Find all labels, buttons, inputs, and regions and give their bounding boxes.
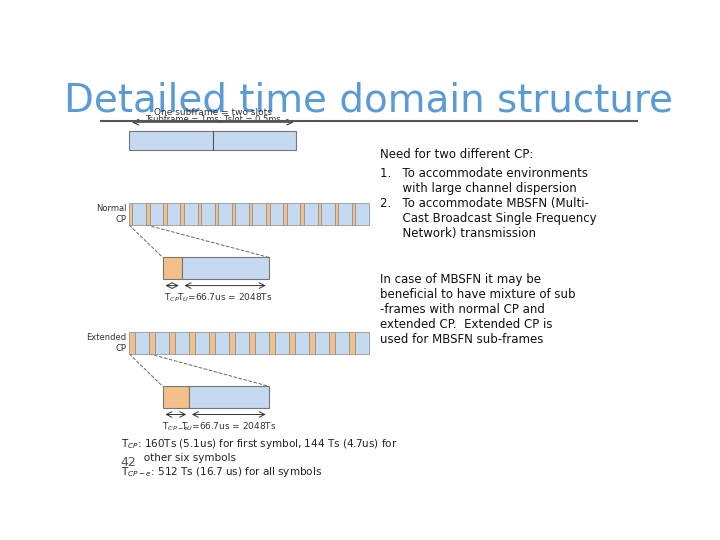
FancyBboxPatch shape xyxy=(309,332,315,354)
Text: 42: 42 xyxy=(121,456,137,469)
FancyBboxPatch shape xyxy=(255,332,269,354)
FancyBboxPatch shape xyxy=(315,332,329,354)
FancyBboxPatch shape xyxy=(194,332,209,354)
FancyBboxPatch shape xyxy=(235,203,249,225)
FancyBboxPatch shape xyxy=(335,332,349,354)
FancyBboxPatch shape xyxy=(283,203,287,225)
FancyBboxPatch shape xyxy=(169,332,175,354)
FancyBboxPatch shape xyxy=(269,332,274,354)
FancyBboxPatch shape xyxy=(304,203,318,225)
FancyBboxPatch shape xyxy=(129,203,132,225)
FancyBboxPatch shape xyxy=(215,203,218,225)
Text: One subframe = two slots: One subframe = two slots xyxy=(154,108,271,117)
FancyBboxPatch shape xyxy=(249,203,253,225)
Text: Normal
CP: Normal CP xyxy=(96,204,126,224)
FancyBboxPatch shape xyxy=(355,332,369,354)
Text: T$_{CP}$: 160Ts (5.1us) for first symbol, 144 Ts (4.7us) for
       other six sy: T$_{CP}$: 160Ts (5.1us) for first symbol… xyxy=(121,437,397,478)
FancyBboxPatch shape xyxy=(155,332,169,354)
FancyBboxPatch shape xyxy=(149,332,155,354)
FancyBboxPatch shape xyxy=(229,332,235,354)
FancyBboxPatch shape xyxy=(197,203,201,225)
Text: Extended
CP: Extended CP xyxy=(86,333,126,353)
FancyBboxPatch shape xyxy=(349,332,355,354)
FancyBboxPatch shape xyxy=(218,203,232,225)
FancyBboxPatch shape xyxy=(294,332,309,354)
Text: T$_{CP}$: T$_{CP}$ xyxy=(164,292,180,304)
FancyBboxPatch shape xyxy=(289,332,294,354)
FancyBboxPatch shape xyxy=(300,203,304,225)
FancyBboxPatch shape xyxy=(338,203,352,225)
FancyBboxPatch shape xyxy=(129,131,297,150)
FancyBboxPatch shape xyxy=(318,203,321,225)
Text: T$_{CP-e}$: T$_{CP-e}$ xyxy=(162,420,189,433)
FancyBboxPatch shape xyxy=(209,332,215,354)
FancyBboxPatch shape xyxy=(150,203,163,225)
FancyBboxPatch shape xyxy=(189,332,194,354)
FancyBboxPatch shape xyxy=(163,203,167,225)
FancyBboxPatch shape xyxy=(266,203,269,225)
FancyBboxPatch shape xyxy=(352,203,355,225)
FancyBboxPatch shape xyxy=(146,203,150,225)
FancyBboxPatch shape xyxy=(269,203,283,225)
Text: T$_U$=66.7us = 2048Ts: T$_U$=66.7us = 2048Ts xyxy=(181,420,276,433)
FancyBboxPatch shape xyxy=(167,203,181,225)
FancyBboxPatch shape xyxy=(235,332,249,354)
FancyBboxPatch shape xyxy=(274,332,289,354)
FancyBboxPatch shape xyxy=(189,386,269,408)
FancyBboxPatch shape xyxy=(335,203,338,225)
Text: 1.   To accommodate environments
      with large channel dispersion
2.   To acc: 1. To accommodate environments with larg… xyxy=(380,167,597,240)
Text: In case of MBSFN it may be
beneficial to have mixture of sub
-frames with normal: In case of MBSFN it may be beneficial to… xyxy=(380,273,576,346)
FancyBboxPatch shape xyxy=(181,258,269,279)
FancyBboxPatch shape xyxy=(355,203,369,225)
Text: Need for two different CP:: Need for two different CP: xyxy=(380,148,534,161)
Text: Tsubframe = 1ms; Tslot = 0.5ms: Tsubframe = 1ms; Tslot = 0.5ms xyxy=(145,115,281,124)
FancyBboxPatch shape xyxy=(215,332,229,354)
FancyBboxPatch shape xyxy=(249,332,255,354)
FancyBboxPatch shape xyxy=(253,203,266,225)
FancyBboxPatch shape xyxy=(129,332,135,354)
FancyBboxPatch shape xyxy=(175,332,189,354)
FancyBboxPatch shape xyxy=(163,386,189,408)
FancyBboxPatch shape xyxy=(135,332,149,354)
Text: T$_U$=66.7us = 2048Ts: T$_U$=66.7us = 2048Ts xyxy=(177,292,273,304)
FancyBboxPatch shape xyxy=(132,203,146,225)
FancyBboxPatch shape xyxy=(163,258,181,279)
FancyBboxPatch shape xyxy=(232,203,235,225)
FancyBboxPatch shape xyxy=(184,203,197,225)
FancyBboxPatch shape xyxy=(181,203,184,225)
FancyBboxPatch shape xyxy=(329,332,335,354)
FancyBboxPatch shape xyxy=(201,203,215,225)
FancyBboxPatch shape xyxy=(321,203,335,225)
FancyBboxPatch shape xyxy=(287,203,300,225)
Text: Detailed time domain structure: Detailed time domain structure xyxy=(65,82,673,119)
